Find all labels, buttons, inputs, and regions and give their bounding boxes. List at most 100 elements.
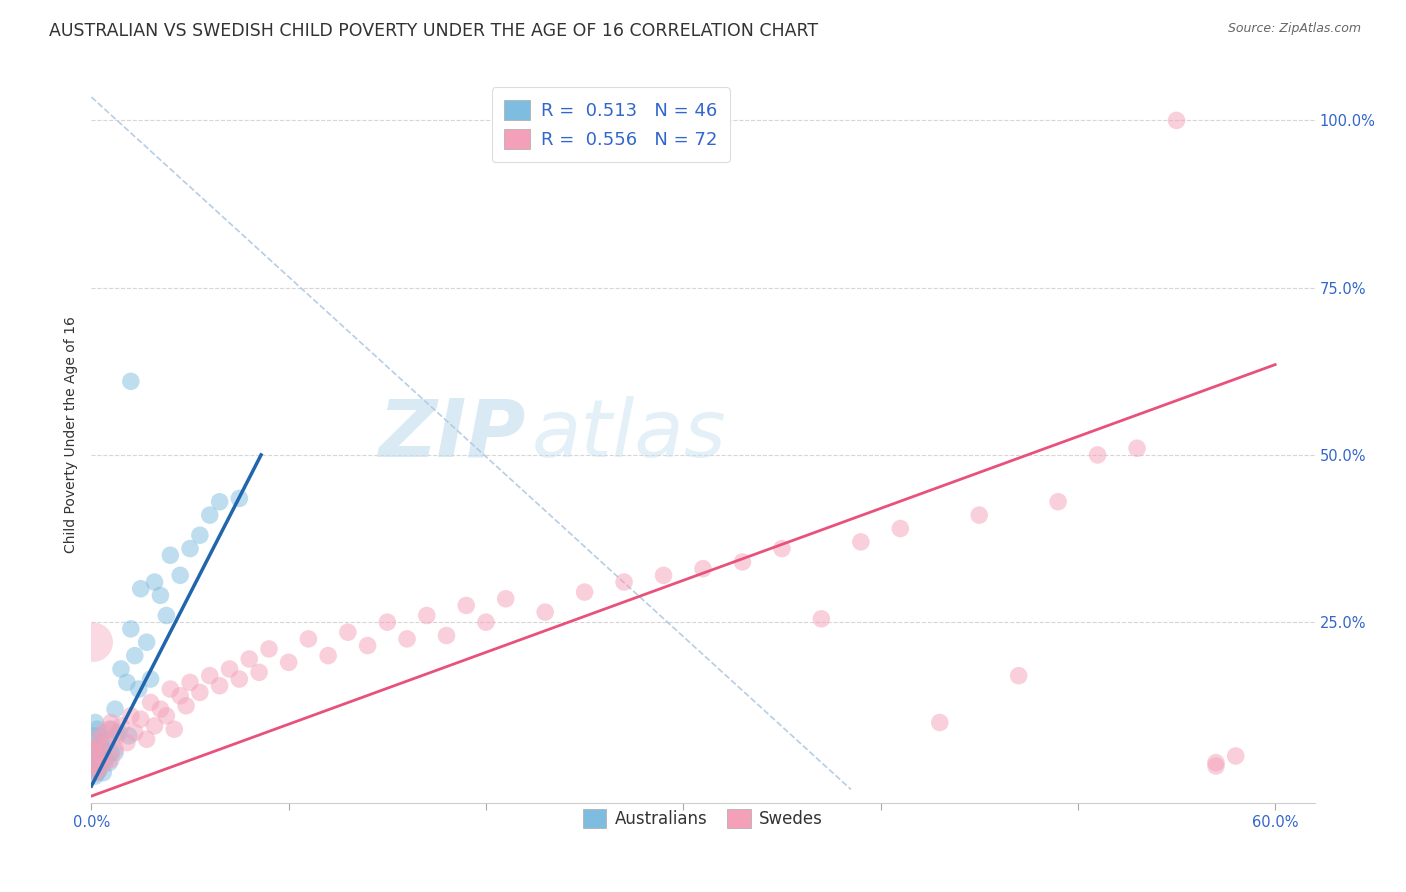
Point xyxy=(86,756,108,770)
Point xyxy=(124,725,146,739)
Point xyxy=(82,762,104,776)
Point xyxy=(90,749,112,764)
Point xyxy=(91,725,114,739)
Point xyxy=(928,715,950,730)
Point xyxy=(84,742,107,756)
Point xyxy=(86,765,108,780)
Point xyxy=(1225,749,1247,764)
Point xyxy=(96,732,118,747)
Point xyxy=(159,548,181,563)
Point xyxy=(100,715,122,730)
Point xyxy=(89,739,111,753)
Point xyxy=(86,723,108,737)
Point xyxy=(86,752,108,766)
Point xyxy=(128,681,150,696)
Point xyxy=(1087,448,1109,462)
Point xyxy=(652,568,675,582)
Point xyxy=(1008,669,1031,683)
Point xyxy=(129,582,152,596)
Point xyxy=(208,494,231,508)
Point xyxy=(475,615,498,630)
Point xyxy=(84,769,107,783)
Point xyxy=(967,508,990,523)
Point xyxy=(336,625,359,640)
Point xyxy=(94,752,117,766)
Point xyxy=(1047,494,1070,508)
Point xyxy=(118,729,141,743)
Point xyxy=(108,725,131,739)
Point xyxy=(115,675,138,690)
Point xyxy=(110,719,132,733)
Point xyxy=(163,723,186,737)
Point xyxy=(143,574,166,589)
Point xyxy=(82,635,104,649)
Text: ZIP: ZIP xyxy=(378,396,526,474)
Point xyxy=(198,669,221,683)
Point xyxy=(155,708,177,723)
Point xyxy=(495,591,517,606)
Point xyxy=(1126,441,1149,455)
Point xyxy=(889,521,911,535)
Point xyxy=(89,729,111,743)
Point xyxy=(84,765,107,780)
Point xyxy=(104,742,127,756)
Point xyxy=(436,628,458,642)
Point xyxy=(100,723,122,737)
Point xyxy=(849,534,872,549)
Point xyxy=(104,746,127,760)
Point xyxy=(169,689,191,703)
Point xyxy=(89,746,111,760)
Point xyxy=(135,732,157,747)
Point xyxy=(574,585,596,599)
Point xyxy=(84,756,107,770)
Text: AUSTRALIAN VS SWEDISH CHILD POVERTY UNDER THE AGE OF 16 CORRELATION CHART: AUSTRALIAN VS SWEDISH CHILD POVERTY UNDE… xyxy=(49,22,818,40)
Point xyxy=(1166,113,1188,128)
Point xyxy=(86,732,108,747)
Point xyxy=(139,672,162,686)
Point xyxy=(396,632,419,646)
Point xyxy=(98,723,121,737)
Legend: Australians, Swedes: Australians, Swedes xyxy=(576,803,830,835)
Text: Source: ZipAtlas.com: Source: ZipAtlas.com xyxy=(1227,22,1361,36)
Point xyxy=(375,615,398,630)
Point xyxy=(534,605,557,619)
Point xyxy=(89,762,111,776)
Point xyxy=(1205,759,1227,773)
Point xyxy=(1205,756,1227,770)
Y-axis label: Child Poverty Under the Age of 16: Child Poverty Under the Age of 16 xyxy=(65,317,79,553)
Point xyxy=(84,746,107,760)
Point xyxy=(770,541,793,556)
Point xyxy=(98,756,121,770)
Point xyxy=(82,749,104,764)
Point xyxy=(90,735,112,749)
Point xyxy=(257,642,280,657)
Point xyxy=(143,719,166,733)
Point xyxy=(100,752,122,766)
Point xyxy=(100,746,122,760)
Point xyxy=(692,562,714,576)
Point xyxy=(96,735,118,749)
Point xyxy=(188,528,211,542)
Point xyxy=(82,742,104,756)
Point xyxy=(91,742,114,756)
Point xyxy=(159,681,181,696)
Point xyxy=(124,648,146,663)
Point xyxy=(115,735,138,749)
Point xyxy=(120,708,142,723)
Point xyxy=(456,599,478,613)
Point xyxy=(247,665,270,680)
Point xyxy=(218,662,240,676)
Point xyxy=(120,622,142,636)
Point xyxy=(129,712,152,726)
Point xyxy=(135,635,157,649)
Point xyxy=(94,756,117,770)
Point xyxy=(149,702,172,716)
Point xyxy=(89,762,111,776)
Point xyxy=(139,696,162,710)
Point xyxy=(155,608,177,623)
Point xyxy=(277,655,299,669)
Point xyxy=(149,589,172,603)
Point xyxy=(316,648,339,663)
Point xyxy=(110,662,132,676)
Point xyxy=(174,698,197,713)
